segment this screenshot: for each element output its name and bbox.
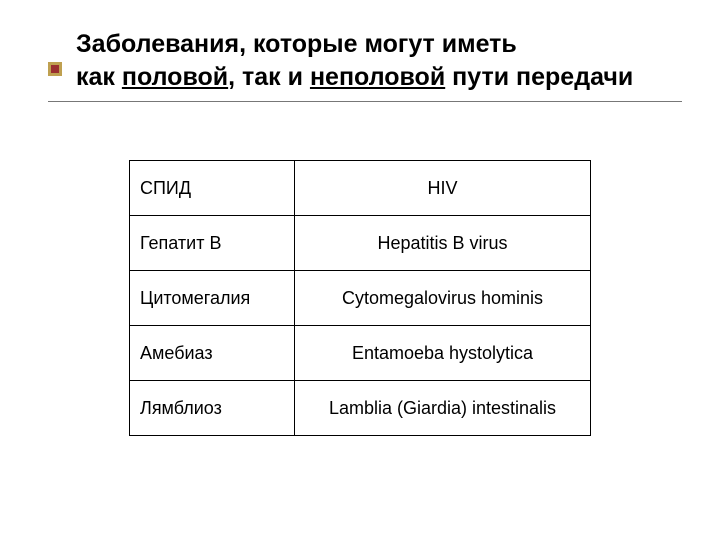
- title-frag-u2: неполовой: [310, 63, 445, 91]
- title-line-2: как половой, так и неполовой пути переда…: [76, 61, 682, 94]
- diseases-table: СПИД HIV Гепатит В Hepatitis B virus Цит…: [129, 160, 591, 436]
- table-row: Амебиаз Entamoeba hystolytica: [130, 326, 591, 381]
- slide-title: Заболевания, которые могут иметь как пол…: [48, 28, 682, 93]
- title-block: Заболевания, которые могут иметь как пол…: [48, 28, 682, 102]
- table-row: Гепатит В Hepatitis B virus: [130, 216, 591, 271]
- title-frag-post: пути передачи: [445, 63, 633, 91]
- pathogen-cell: Lamblia (Giardia) intestinalis: [295, 381, 591, 436]
- title-frag-pre: как: [76, 63, 122, 91]
- title-line-1: Заболевания, которые могут иметь: [76, 28, 682, 61]
- title-frag-mid: , так и: [228, 63, 310, 91]
- disease-cell: Гепатит В: [130, 216, 295, 271]
- table-row: Лямблиоз Lamblia (Giardia) intestinalis: [130, 381, 591, 436]
- pathogen-cell: HIV: [295, 161, 591, 216]
- pathogen-cell: Entamoeba hystolytica: [295, 326, 591, 381]
- bullet-inner-rect: [51, 65, 59, 73]
- pathogen-cell: Cytomegalovirus hominis: [295, 271, 591, 326]
- slide: Заболевания, которые могут иметь как пол…: [0, 0, 720, 540]
- disease-cell: Амебиаз: [130, 326, 295, 381]
- disease-cell: Цитомегалия: [130, 271, 295, 326]
- pathogen-cell: Hepatitis B virus: [295, 216, 591, 271]
- bullet-icon: [48, 62, 62, 76]
- title-frag-u1: половой: [122, 63, 228, 91]
- title-underline-rule: [48, 101, 682, 102]
- disease-cell: СПИД: [130, 161, 295, 216]
- table-row: СПИД HIV: [130, 161, 591, 216]
- disease-cell: Лямблиоз: [130, 381, 295, 436]
- table-row: Цитомегалия Cytomegalovirus hominis: [130, 271, 591, 326]
